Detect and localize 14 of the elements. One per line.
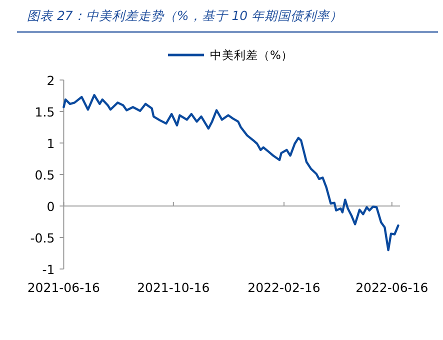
x-tick-label: 2021-06-16 — [27, 280, 100, 295]
y-tick-label: 2 — [46, 73, 55, 88]
y-tick-label: 0 — [46, 199, 55, 214]
chart-title: 图表 27：中美利差走势（%，基于 10 年期国债利率） — [27, 8, 343, 23]
y-tick-label: -0.5 — [30, 230, 55, 246]
y-tick-label: 0.5 — [34, 168, 55, 182]
x-tick-label: 2021-10-16 — [137, 280, 210, 295]
line-series — [62, 94, 400, 252]
legend-label: 中美利差（%） — [210, 48, 293, 62]
x-tick-label: 2022-02-16 — [248, 280, 320, 295]
y-tick-label: 1.5 — [34, 104, 55, 120]
y-tick-label: 1 — [46, 136, 55, 151]
x-tick-label: 2022-06-16 — [356, 280, 428, 295]
y-tick-label: -1 — [42, 262, 55, 277]
